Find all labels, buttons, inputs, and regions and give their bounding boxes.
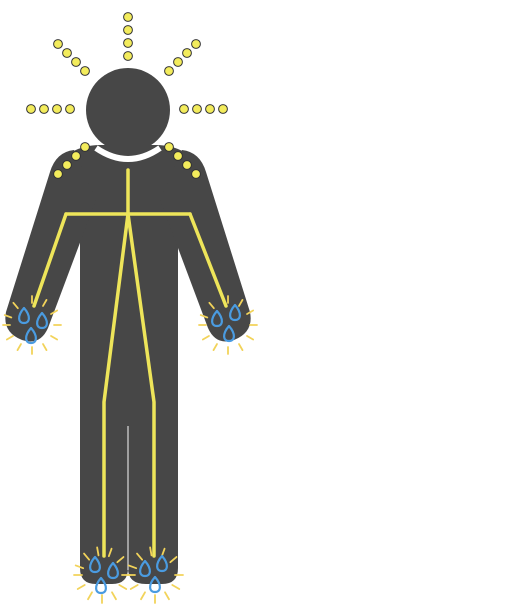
heat-spark-right-hand	[238, 343, 244, 352]
ray-dot-right	[192, 104, 202, 114]
heat-spark-right-hand	[208, 301, 215, 310]
heat-spark-left-foot	[76, 584, 86, 590]
shoulder-dot-left	[62, 160, 72, 170]
heat-spark-right-foot	[169, 556, 178, 564]
right-arm	[160, 150, 251, 342]
heat-spark-left-hand	[16, 343, 22, 352]
heat-spark-right-hand	[246, 335, 255, 341]
sweat-drop-right-hand	[223, 324, 235, 343]
ray-dot-left	[65, 104, 75, 114]
shoulder-dot-right	[191, 169, 201, 179]
shoulder-dot-right	[173, 151, 183, 161]
ray-dot-left	[26, 104, 36, 114]
nerve-right-arm	[188, 212, 228, 308]
heat-spark-right-hand	[201, 335, 210, 341]
sweat-drops-icon	[2, 295, 258, 604]
heat-spark-right-hand	[199, 314, 209, 319]
heat-spark-right-foot	[140, 591, 146, 601]
ray-dot-upper-right	[164, 66, 174, 76]
ray-dot-right	[179, 104, 189, 114]
ray-dot-top	[123, 12, 133, 22]
ray-dot-left	[52, 104, 62, 114]
heat-spark-left-foot	[111, 591, 117, 601]
heat-spark-left-foot	[118, 584, 128, 590]
heat-spark-left-hand	[42, 298, 48, 307]
sweat-drop-right-foot	[149, 575, 161, 594]
nerve-lines-icon	[32, 168, 228, 558]
sweat-drop-left-foot	[95, 576, 107, 595]
ray-dot-right	[205, 104, 215, 114]
ray-dot-upper-left	[71, 57, 81, 67]
ray-dot-upper-left	[53, 39, 63, 49]
heat-spark-right-foot	[164, 591, 170, 601]
heat-spark-left-foot	[107, 547, 113, 558]
heat-spark-left-foot	[83, 552, 91, 561]
head	[86, 68, 170, 152]
left-arm	[5, 150, 96, 342]
heat-spark-right-foot	[127, 564, 138, 570]
sweat-drop-left-hand	[25, 326, 37, 345]
heat-spark-left-foot	[96, 546, 100, 557]
ray-dot-upper-right	[182, 48, 192, 58]
ray-dot-upper-right	[173, 57, 183, 67]
shoulder-dot-left	[53, 169, 63, 179]
heat-spark-left-hand	[12, 301, 19, 310]
ray-dot-top	[123, 25, 133, 35]
heat-spark-right-hand	[238, 298, 244, 307]
heat-spark-right-hand	[246, 309, 255, 315]
sweat-drop-left-foot	[89, 555, 101, 574]
shoulder-dot-right	[182, 160, 192, 170]
ray-dot-top	[123, 38, 133, 48]
heat-spark-left-hand	[3, 314, 13, 319]
neck-gap	[94, 145, 162, 162]
sweat-drop-right-foot	[139, 559, 151, 578]
ray-dot-right	[218, 104, 228, 114]
heat-spark-right-foot	[171, 584, 181, 590]
shoulder-dots-icon	[53, 142, 201, 179]
torso	[67, 145, 191, 460]
shoulder-dot-right	[164, 142, 174, 152]
heat-spark-left-hand	[5, 335, 14, 341]
shoulder-dot-left	[71, 151, 81, 161]
heat-spark-right-hand	[212, 343, 218, 352]
heat-spark-right-foot	[149, 546, 153, 557]
heat-spark-left-foot	[116, 556, 125, 564]
sweat-drop-right-foot	[156, 554, 168, 573]
ray-dot-upper-left	[62, 48, 72, 58]
ray-dot-top	[123, 51, 133, 61]
sweat-drop-left-hand	[36, 311, 48, 330]
ray-dot-left	[39, 104, 49, 114]
nerve-left-leg	[102, 212, 130, 558]
sweat-drop-left-hand	[18, 306, 30, 325]
ray-dot-upper-left	[80, 66, 90, 76]
sweat-drop-left-foot	[107, 561, 119, 580]
heat-spark-right-foot	[129, 584, 139, 590]
heat-spark-left-hand	[42, 343, 48, 352]
heat-spark-left-hand	[50, 309, 59, 315]
heat-spark-left-foot	[87, 591, 93, 601]
head-radiance-icon	[26, 12, 228, 114]
heat-spark-left-foot	[74, 564, 85, 570]
sweat-drop-right-hand	[211, 309, 223, 328]
heat-spark-left-hand	[50, 335, 59, 341]
nerve-left-arm	[32, 212, 68, 308]
sweat-drop-right-hand	[229, 303, 241, 322]
nerve-right-leg	[126, 212, 156, 558]
heat-spark-right-foot	[136, 552, 144, 561]
ray-dot-upper-right	[191, 39, 201, 49]
shoulder-dot-left	[80, 142, 90, 152]
